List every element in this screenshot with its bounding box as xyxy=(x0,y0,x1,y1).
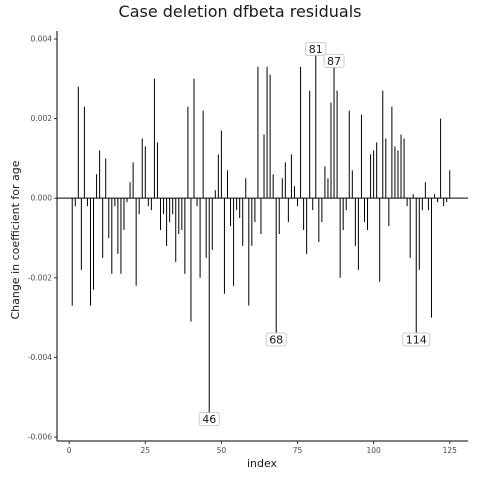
annotation-label: 68 xyxy=(269,334,283,347)
annotation-label: 81 xyxy=(309,43,323,56)
annotation-box xyxy=(402,332,431,347)
annotation-label: 87 xyxy=(327,55,341,68)
x-axis-title: index xyxy=(247,457,278,470)
y-tick-label: -0.002 xyxy=(28,273,52,282)
plot-area: -0.006 -0.004 -0.002 0.000 0.002 0.004 0 25 50 75… xyxy=(28,31,468,455)
annotation-box xyxy=(265,332,287,347)
x-tick-label: 25 xyxy=(141,446,151,455)
x-tick-label: 0 xyxy=(67,446,72,455)
annotation-label: 114 xyxy=(406,334,427,347)
y-tick-label: -0.006 xyxy=(28,433,52,442)
annotation-box xyxy=(198,412,220,427)
y-tick-label: -0.004 xyxy=(28,353,52,362)
annotation-box xyxy=(323,53,345,68)
y-axis-title: Change in coefficient for age xyxy=(9,160,22,319)
x-tick-label: 100 xyxy=(366,446,381,455)
x-tick-label: 75 xyxy=(293,446,303,455)
y-tick-label: 0.002 xyxy=(31,114,53,123)
y-tick-label: 0.000 xyxy=(31,194,53,203)
annotation-box xyxy=(305,42,327,56)
x-tick-label: 50 xyxy=(217,446,227,455)
y-tick-label: 0.004 xyxy=(31,34,53,43)
annotation-label: 46 xyxy=(202,413,216,426)
x-tick-label: 125 xyxy=(443,446,458,455)
chart-title: Case deletion dfbeta residuals xyxy=(119,2,362,21)
